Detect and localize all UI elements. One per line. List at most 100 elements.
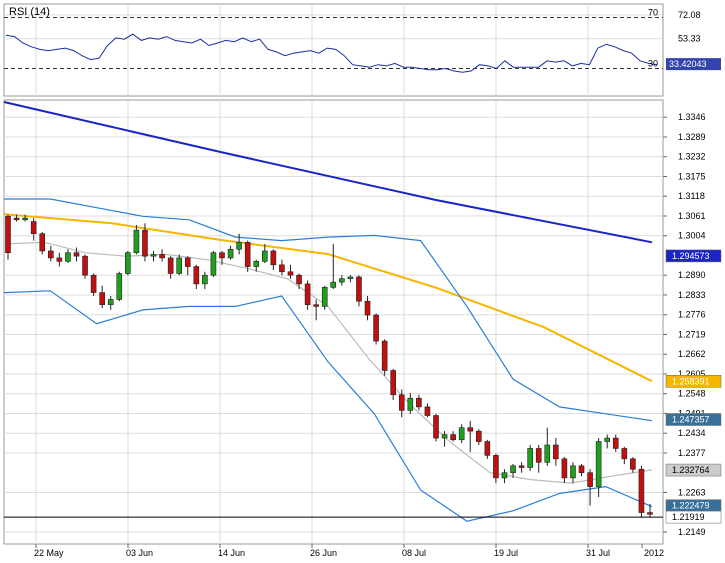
price-axis-tick: 1.3289 <box>678 132 706 142</box>
candle-body <box>518 465 525 468</box>
price-tag-text: 1.294573 <box>672 251 710 261</box>
price-axis-tick: 1.3004 <box>678 231 706 241</box>
candle-body <box>416 397 422 408</box>
candle-body <box>142 229 148 257</box>
candle <box>518 462 525 473</box>
candle-body <box>39 233 46 252</box>
candle-body <box>193 266 200 285</box>
candle-body <box>73 252 80 257</box>
candle-body <box>56 257 63 262</box>
price-axis-tick: 1.2776 <box>678 310 706 320</box>
price-axis-tick: 1.2149 <box>678 527 706 537</box>
candle-body <box>304 283 311 305</box>
time-axis-tick: 14 Jun <box>218 548 245 558</box>
candle <box>193 264 200 290</box>
candle-body <box>501 472 508 479</box>
candle-body <box>227 248 234 259</box>
candle <box>535 444 542 473</box>
candle-body <box>398 394 405 411</box>
ma_short-line <box>3 241 653 484</box>
bb_upper-line <box>4 198 653 422</box>
candle-body <box>356 276 362 302</box>
candle-body <box>544 444 551 463</box>
candle-body <box>630 458 636 470</box>
candle <box>347 275 354 283</box>
candle-body <box>296 274 302 285</box>
indicator-lines <box>3 101 653 522</box>
candle-body <box>510 465 516 474</box>
price-tag-box <box>665 463 722 477</box>
candle <box>450 431 456 442</box>
candle-body <box>561 458 568 479</box>
candle <box>202 271 208 290</box>
candle <box>39 231 46 255</box>
candle-body <box>433 415 439 439</box>
candle <box>467 420 474 452</box>
candle <box>150 250 157 262</box>
candle-body <box>527 448 533 468</box>
candle-body <box>424 406 431 416</box>
candle <box>493 453 499 484</box>
candle-body <box>578 465 585 474</box>
candle <box>82 254 88 279</box>
candle <box>612 434 619 452</box>
candle <box>73 247 80 262</box>
price-tag-text: 1.222479 <box>672 501 710 511</box>
candle-body <box>167 257 174 274</box>
candle <box>570 462 576 484</box>
candle-body <box>484 441 491 456</box>
price-frame <box>3 99 664 545</box>
price-axis-tick: 1.2605 <box>678 369 706 379</box>
price-tag-box <box>665 510 722 524</box>
price-grid <box>4 100 663 544</box>
candle-body <box>133 229 140 254</box>
time-axis: 22 May 03 Jun 14 Jun 26 Jun 08 Jul 19 Jul 31 J… <box>34 544 664 558</box>
candle-body <box>202 274 208 285</box>
candle <box>236 233 242 255</box>
price-tag-box <box>665 375 722 388</box>
candle-body <box>467 427 474 432</box>
candle-body <box>347 276 354 279</box>
candle <box>373 313 379 345</box>
candle <box>544 427 551 466</box>
price-axis-tick: 1.3118 <box>678 191 705 201</box>
candle <box>630 457 636 473</box>
candle <box>30 218 37 241</box>
candle-body <box>22 217 28 221</box>
price-axis-tick: 1.3061 <box>678 211 706 221</box>
candle-body <box>5 216 11 254</box>
candle-body <box>535 448 542 463</box>
candle-body <box>65 252 71 262</box>
rsi-axis-tick: 72.08 <box>678 10 701 20</box>
candle <box>116 271 123 302</box>
candlesticks <box>5 214 653 518</box>
price-panel: 1.3346 1.3289 1.3232 1.3175 1.3118 1.3061 1.30… <box>3 99 722 558</box>
candle-body <box>373 314 379 342</box>
candle <box>244 240 251 272</box>
candle-body <box>150 254 157 257</box>
rsi-axis-tick: 53.33 <box>678 34 701 44</box>
time-axis-tick: 26 Jun <box>310 548 337 558</box>
candle-body <box>270 250 277 266</box>
price-tag-text: 1.247357 <box>672 415 710 425</box>
candle <box>47 245 54 262</box>
price-axis-tick: 1.2434 <box>678 428 706 438</box>
candle <box>107 296 114 310</box>
candle-body <box>458 427 465 441</box>
price-axis-tick: 1.2890 <box>678 270 706 280</box>
candle <box>561 457 568 484</box>
rsi-current-value-box <box>666 58 721 71</box>
candle-body <box>210 252 217 276</box>
candle <box>587 469 593 506</box>
time-axis-tick: 2012 <box>644 548 664 558</box>
candle-body <box>450 434 456 441</box>
candle-body <box>99 292 105 305</box>
candle-body <box>176 257 182 274</box>
price-axis-tick: 1.2548 <box>678 389 706 399</box>
price-axis-tick: 1.2719 <box>678 329 706 339</box>
candle-body <box>647 512 653 515</box>
candle <box>296 273 302 290</box>
candle <box>210 250 217 277</box>
candle <box>398 389 405 418</box>
